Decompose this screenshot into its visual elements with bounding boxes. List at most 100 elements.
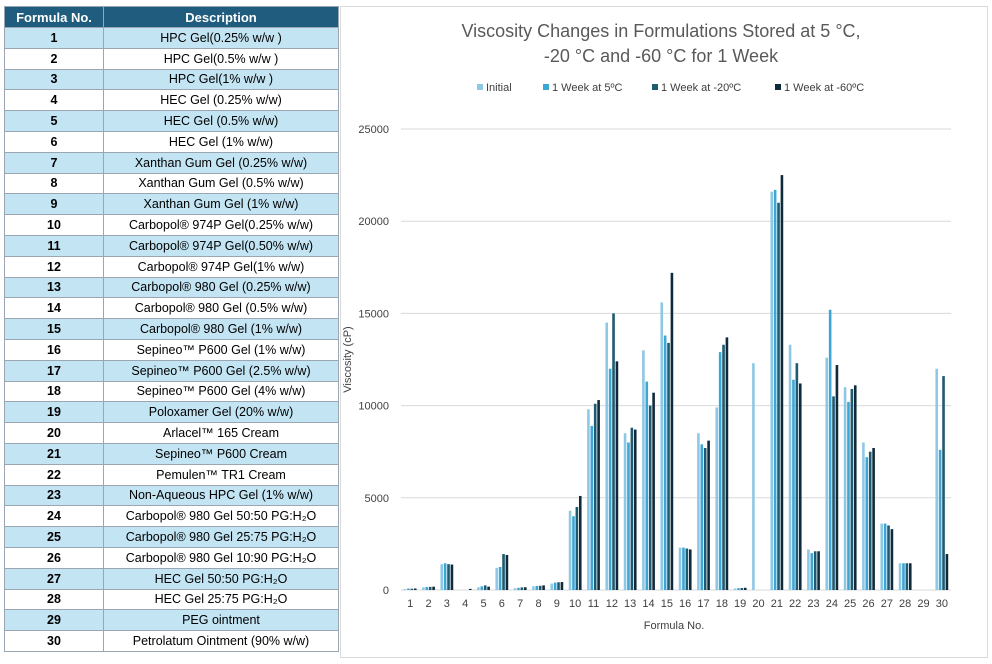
formula-description-cell: Sepineo™ P600 Gel (4% w/w) bbox=[103, 380, 339, 403]
table-row: 28 HEC Gel 25:75 PG:H₂O bbox=[4, 588, 339, 611]
formula-description-cell: Carbopol® 980 Gel (0.5% w/w) bbox=[103, 297, 339, 320]
bar bbox=[887, 525, 890, 590]
bar bbox=[898, 563, 902, 590]
table-row: 15 Carbopol® 980 Gel (1% w/w) bbox=[4, 318, 339, 340]
bar bbox=[685, 548, 689, 590]
x-tick-label: 23 bbox=[807, 598, 819, 610]
formula-description-cell: HPC Gel(0.25% w/w ) bbox=[103, 27, 339, 49]
bar bbox=[832, 396, 835, 590]
bar bbox=[670, 272, 674, 590]
x-tick-label: 6 bbox=[499, 598, 505, 610]
formula-number-cell: 28 bbox=[4, 588, 104, 611]
bar bbox=[593, 403, 597, 590]
y-tick-label: 10000 bbox=[358, 401, 389, 413]
bar bbox=[590, 425, 594, 590]
x-tick-label: 22 bbox=[789, 598, 801, 610]
bar bbox=[737, 588, 740, 590]
formula-number-cell: 5 bbox=[4, 110, 104, 132]
bar bbox=[432, 586, 435, 590]
bar bbox=[872, 448, 875, 590]
bar bbox=[575, 507, 579, 590]
bar bbox=[605, 322, 609, 590]
formula-number-cell: 11 bbox=[4, 234, 104, 257]
bar bbox=[788, 344, 792, 590]
bar bbox=[942, 376, 945, 590]
header-description: Description bbox=[103, 6, 339, 28]
bar bbox=[792, 379, 795, 590]
formula-number-cell: 21 bbox=[4, 442, 104, 465]
formula-number-cell: 29 bbox=[4, 609, 104, 632]
bar bbox=[733, 588, 737, 590]
bar bbox=[447, 564, 450, 590]
bar bbox=[905, 563, 909, 590]
table-row: 8 Xanthan Gum Gel (0.5% w/w) bbox=[4, 172, 339, 195]
bar bbox=[413, 588, 417, 590]
table-header-row: Formula No. Description bbox=[4, 6, 339, 28]
formula-number-cell: 10 bbox=[4, 214, 104, 236]
bar bbox=[440, 564, 444, 590]
table-row: 16 Sepineo™ P600 Gel (1% w/w) bbox=[4, 338, 339, 361]
bar bbox=[667, 342, 670, 590]
formula-number-cell: 7 bbox=[4, 151, 104, 174]
x-tick-label: 27 bbox=[881, 598, 893, 610]
bar bbox=[597, 400, 600, 590]
y-tick-label: 20000 bbox=[358, 216, 389, 228]
bar bbox=[850, 389, 854, 590]
x-tick-label: 25 bbox=[844, 598, 856, 610]
x-tick-label: 30 bbox=[936, 598, 948, 610]
formula-number-cell: 14 bbox=[4, 297, 104, 320]
y-tick-label: 5000 bbox=[365, 493, 389, 505]
formula-description-cell: Petrolatum Ointment (90% w/w) bbox=[103, 630, 339, 652]
bar bbox=[688, 549, 692, 590]
bar bbox=[908, 563, 912, 590]
x-tick-label: 5 bbox=[480, 598, 486, 610]
formula-description-cell: HEC Gel 25:75 PG:H₂O bbox=[103, 588, 339, 611]
legend-swatch bbox=[477, 84, 483, 90]
formula-number-cell: 4 bbox=[4, 89, 104, 112]
bar bbox=[773, 189, 777, 591]
table-row: 19 Poloxamer Gel (20% w/w) bbox=[4, 401, 339, 424]
formula-description-cell: PEG ointment bbox=[103, 609, 339, 632]
table-row: 30 Petrolatum Ointment (90% w/w) bbox=[4, 630, 339, 652]
table-row: 4 HEC Gel (0.25% w/w) bbox=[4, 89, 339, 112]
bar bbox=[630, 427, 634, 590]
legend-swatch bbox=[652, 84, 658, 90]
bar bbox=[557, 582, 560, 590]
formula-number-cell: 18 bbox=[4, 380, 104, 403]
x-tick-label: 21 bbox=[771, 598, 783, 610]
bar bbox=[835, 365, 839, 590]
bar bbox=[715, 407, 719, 590]
formula-number-cell: 16 bbox=[4, 338, 104, 361]
bar bbox=[697, 433, 700, 590]
x-tick-label: 13 bbox=[624, 598, 636, 610]
formula-description-cell: Sepineo™ P600 Gel (2.5% w/w) bbox=[103, 359, 339, 382]
bar bbox=[817, 551, 820, 590]
formula-description-cell: Arlacel™ 165 Cream bbox=[103, 422, 339, 444]
x-tick-label: 4 bbox=[462, 598, 468, 610]
bar bbox=[810, 553, 814, 590]
bar bbox=[505, 554, 509, 590]
legend-label: 1 Week at -60ºC bbox=[784, 82, 864, 94]
formula-description-cell: Non-Aqueous HPC Gel (1% w/w) bbox=[103, 484, 339, 507]
table-row: 29 PEG ointment bbox=[4, 609, 339, 632]
formula-number-cell: 1 bbox=[4, 27, 104, 49]
table-row: 10 Carbopol® 974P Gel(0.25% w/w) bbox=[4, 214, 339, 236]
bar bbox=[480, 586, 484, 590]
bar bbox=[935, 368, 939, 590]
chart-title-line: -20 °C and -60 °C for 1 Week bbox=[544, 46, 779, 66]
x-tick-label: 17 bbox=[697, 598, 709, 610]
formula-table-container: Formula No. Description 1 HPC Gel(0.25% w… bbox=[4, 6, 339, 652]
formula-description-cell: Carbopol® 974P Gel(1% w/w) bbox=[103, 255, 339, 278]
bar bbox=[648, 405, 652, 590]
bar bbox=[743, 587, 747, 590]
bar bbox=[700, 444, 704, 590]
bar bbox=[520, 587, 524, 590]
x-tick-label: 3 bbox=[444, 598, 450, 610]
bar bbox=[572, 516, 575, 590]
bar bbox=[623, 433, 627, 590]
bar bbox=[443, 563, 447, 590]
bar bbox=[538, 585, 542, 590]
bar bbox=[587, 409, 590, 590]
bar bbox=[450, 564, 454, 590]
formula-number-cell: 27 bbox=[4, 567, 104, 590]
